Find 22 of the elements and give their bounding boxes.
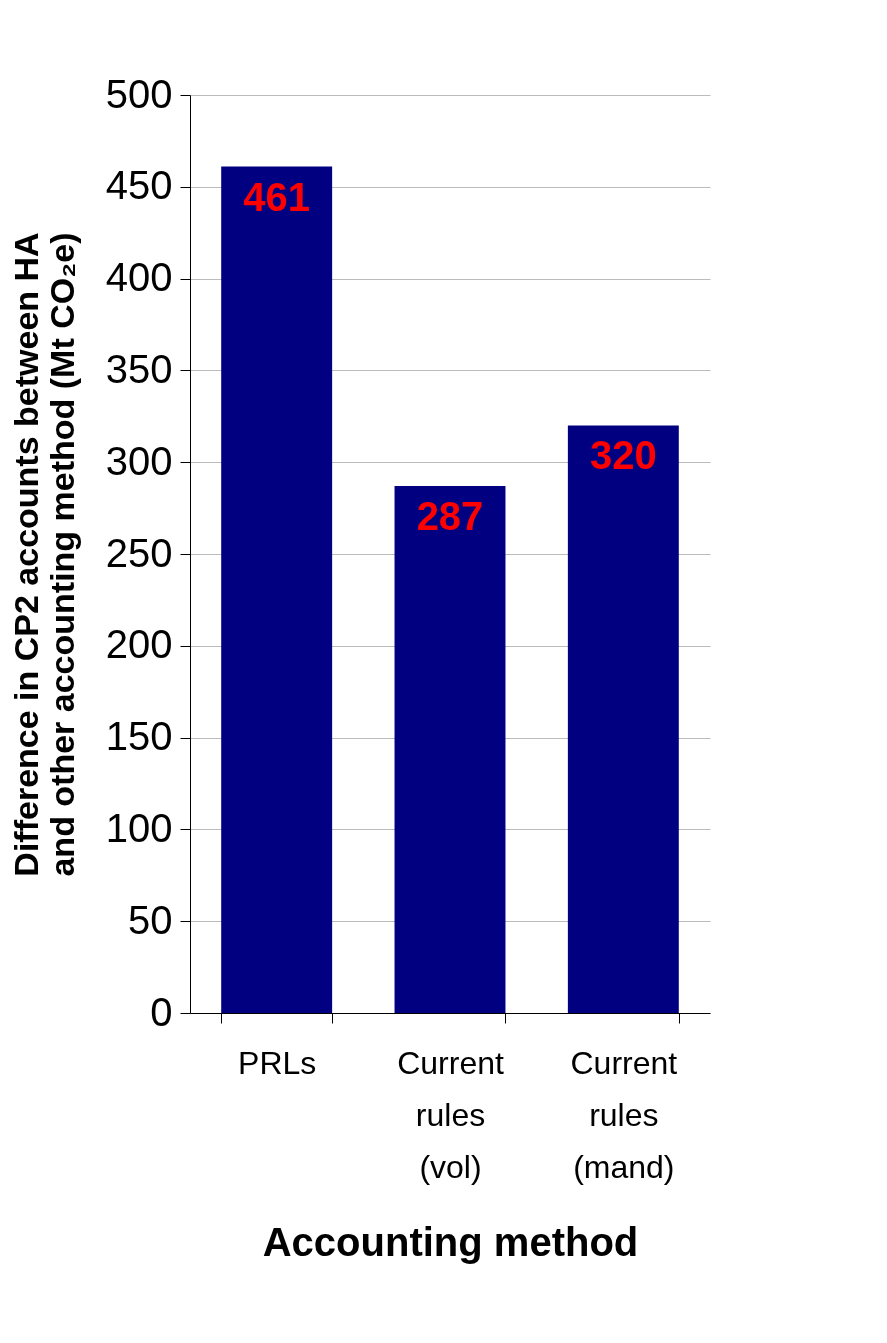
- data-label: 287: [416, 494, 484, 539]
- bar: [221, 166, 333, 1013]
- y-tick-label: 200: [105, 622, 173, 667]
- x-tick-label: PRLs: [238, 1044, 317, 1081]
- x-tick-label: Current rules (mand): [570, 1044, 678, 1185]
- y-tick-label: 300: [105, 438, 173, 483]
- y-tick-label: 350: [105, 346, 173, 391]
- y-tick-label: 0: [150, 989, 173, 1034]
- y-tick-label: 500: [105, 71, 173, 116]
- y-tick-label: 400: [105, 255, 173, 300]
- bar: [567, 425, 679, 1013]
- x-axis-title: Accounting method: [262, 1219, 639, 1264]
- data-label: 320: [589, 433, 657, 478]
- y-tick-label: 450: [105, 163, 173, 208]
- bar: [394, 486, 506, 1013]
- x-tick-label: Current rules (vol): [397, 1044, 504, 1185]
- y-tick-label: 100: [105, 805, 173, 850]
- y-tick-label: 150: [105, 714, 173, 759]
- y-tick-label: 50: [128, 897, 173, 942]
- y-axis-title: Difference in CP2 accounts between HA and other accounting method (Mt CO₂e): [6, 232, 81, 877]
- y-tick-label: 250: [105, 530, 173, 575]
- data-label: 461: [243, 174, 311, 219]
